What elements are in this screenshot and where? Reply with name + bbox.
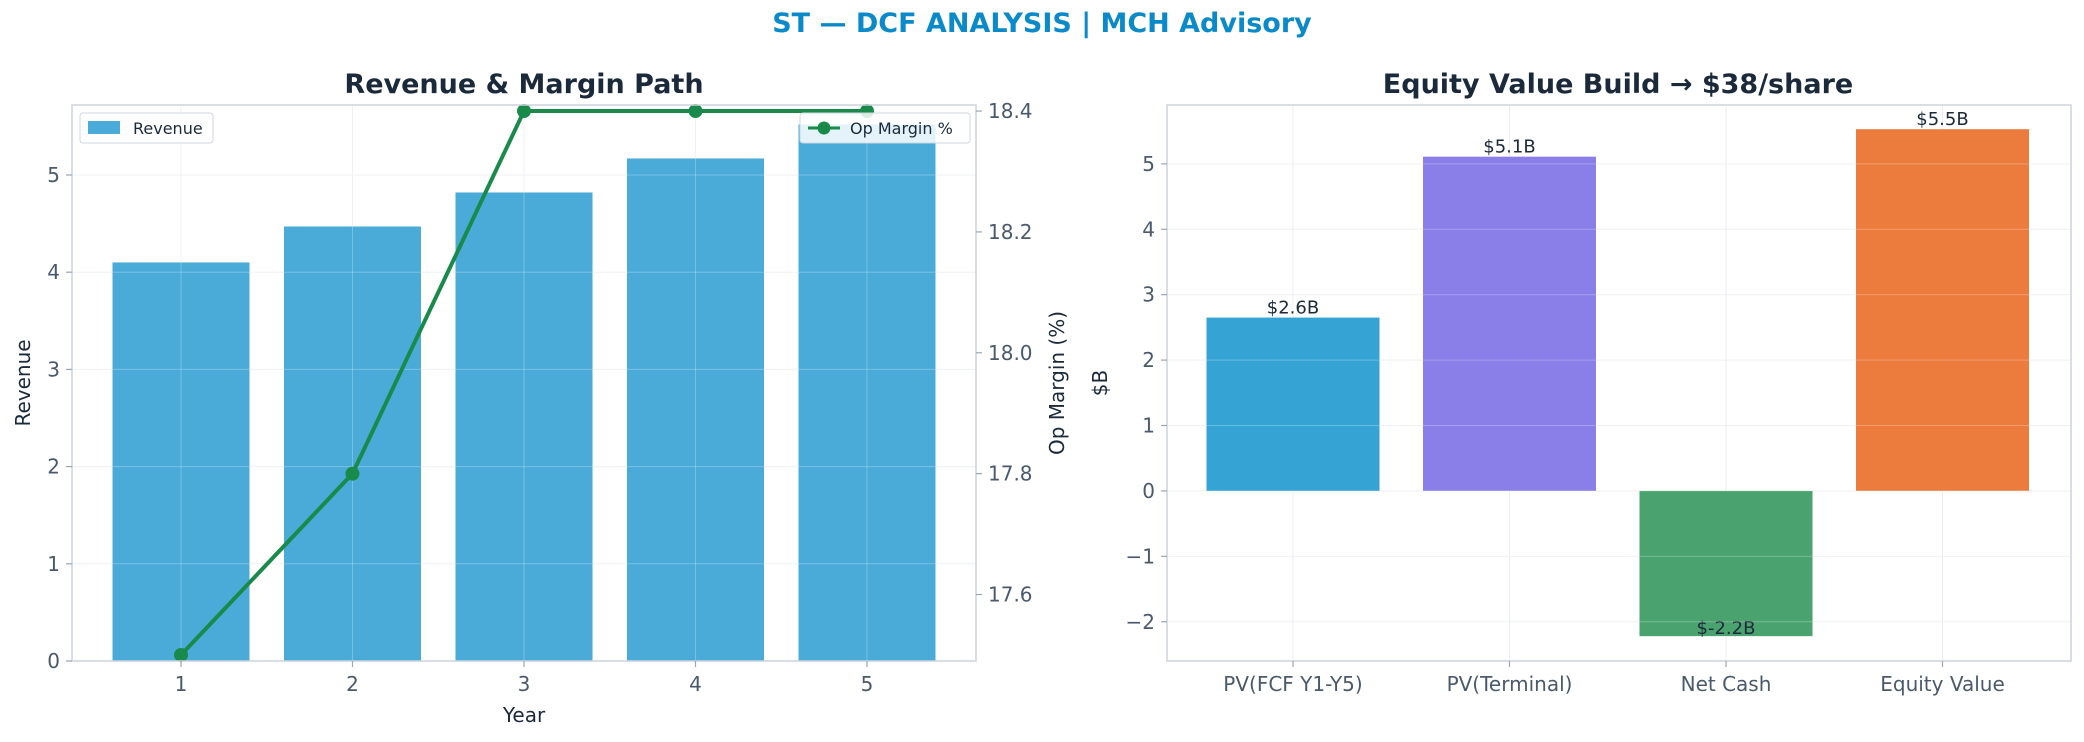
panel2-title: Equity Value Build → $38/share — [1383, 69, 1853, 100]
panel2-ytick-label: 4 — [1142, 217, 1155, 241]
margin-point — [517, 104, 531, 119]
legend-margin-label: Op Margin % — [850, 119, 953, 138]
panel2-ytick-label: 2 — [1142, 348, 1155, 372]
legend-margin-marker — [817, 121, 831, 135]
panel1-ylabel: Revenue — [11, 339, 35, 426]
panel1-xtick-label: 3 — [518, 672, 531, 696]
panel2-xtick-label: Equity Value — [1880, 672, 2005, 696]
legend-revenue-box — [79, 112, 214, 144]
equity-bar — [1639, 490, 1813, 637]
panel1-margin-line — [174, 104, 874, 662]
panel1-y2label: Op Margin (%) — [1045, 311, 1069, 455]
revenue-bar — [627, 158, 764, 661]
panel1-xtick-label: 2 — [346, 672, 359, 696]
panel1-ytick-label: 2 — [47, 455, 60, 479]
panel1-ytick-label: 5 — [47, 163, 60, 187]
panel1-ytick-label: 1 — [47, 552, 60, 576]
legend-margin: Op Margin % — [799, 112, 971, 144]
panel2-xtick-label: Net Cash — [1681, 672, 1772, 696]
panel2-xtick-label: PV(Terminal) — [1447, 672, 1573, 696]
margin-point — [688, 104, 703, 119]
revenue-bar — [798, 124, 936, 662]
panel1-title: Revenue & Margin Path — [344, 69, 703, 100]
panel1-xtick-label: 1 — [175, 672, 188, 696]
panel2-ylabel: $B — [1088, 370, 1112, 396]
legend-margin-box — [799, 112, 971, 144]
panel1-ytick-label: 4 — [47, 260, 60, 284]
equity-bar-label: $5.5B — [1916, 109, 1968, 130]
panel1-ticks: 0 1 2 3 4 5 1 2 3 4 5 17.6 17.8 18.0 18.2 18.4 — [47, 99, 1032, 696]
equity-bar-label: $-2.2B — [1697, 618, 1756, 639]
panel1-y2tick-label: 17.8 — [988, 462, 1033, 486]
panel1-y2tick-label: 18.2 — [988, 220, 1033, 244]
panel-revenue-margin: Revenue & Margin Path 0 1 2 3 4 5 1 2 3 4 5 17.6 17.… — [11, 69, 1069, 727]
equity-bar — [1423, 156, 1596, 491]
panel1-y2tick-label: 17.6 — [988, 583, 1033, 607]
equity-bar — [1206, 317, 1380, 491]
panel2-xtick-label: PV(FCF Y1-Y5) — [1223, 672, 1362, 696]
panel1-ytick-label: 0 — [47, 649, 60, 673]
panel1-y2tick-label: 18.0 — [988, 341, 1033, 365]
revenue-bar — [284, 226, 421, 662]
panel2-ytick-label: 5 — [1142, 152, 1155, 176]
equity-bar-label: $5.1B — [1483, 137, 1535, 158]
panel1-xtick-label: 4 — [689, 672, 702, 696]
panel2-ticks: −2 −1 0 1 2 3 4 5 PV(FCF Y1-Y5) PV(Terminal) Net C… — [1126, 152, 2005, 696]
panel2-frame — [1166, 104, 2072, 662]
panel2-ytick-label: 0 — [1142, 479, 1155, 503]
panel1-bars — [72, 105, 976, 662]
panel2-ytick-label: −2 — [1126, 610, 1155, 634]
revenue-bar — [112, 262, 250, 661]
legend-revenue: Revenue — [79, 112, 214, 144]
panel2-bars: $2.6B $5.1B $-2.2B $5.5B — [1167, 109, 2071, 639]
panel1-xlabel: Year — [502, 703, 546, 727]
figure-title: ST — DCF ANALYSIS | MCH Advisory — [772, 8, 1312, 39]
panel2-ytick-label: 1 — [1142, 414, 1155, 438]
panel2-ytick-label: 3 — [1142, 283, 1155, 307]
margin-point — [345, 466, 360, 481]
panel1-ytick-label: 3 — [47, 357, 60, 381]
panel2-ytick-label: −1 — [1126, 544, 1155, 568]
panel1-xtick-label: 5 — [861, 672, 874, 696]
margin-point — [174, 647, 188, 662]
panel-equity-build: Equity Value Build → $38/share $2.6B $5.1… — [1088, 69, 2072, 696]
legend-revenue-label: Revenue — [133, 119, 203, 138]
revenue-bar — [455, 192, 593, 661]
panel1-y2tick-label: 18.4 — [988, 99, 1033, 123]
legend-revenue-swatch — [88, 121, 120, 134]
equity-bar-label: $2.6B — [1267, 298, 1319, 319]
equity-bar — [1856, 129, 2029, 491]
